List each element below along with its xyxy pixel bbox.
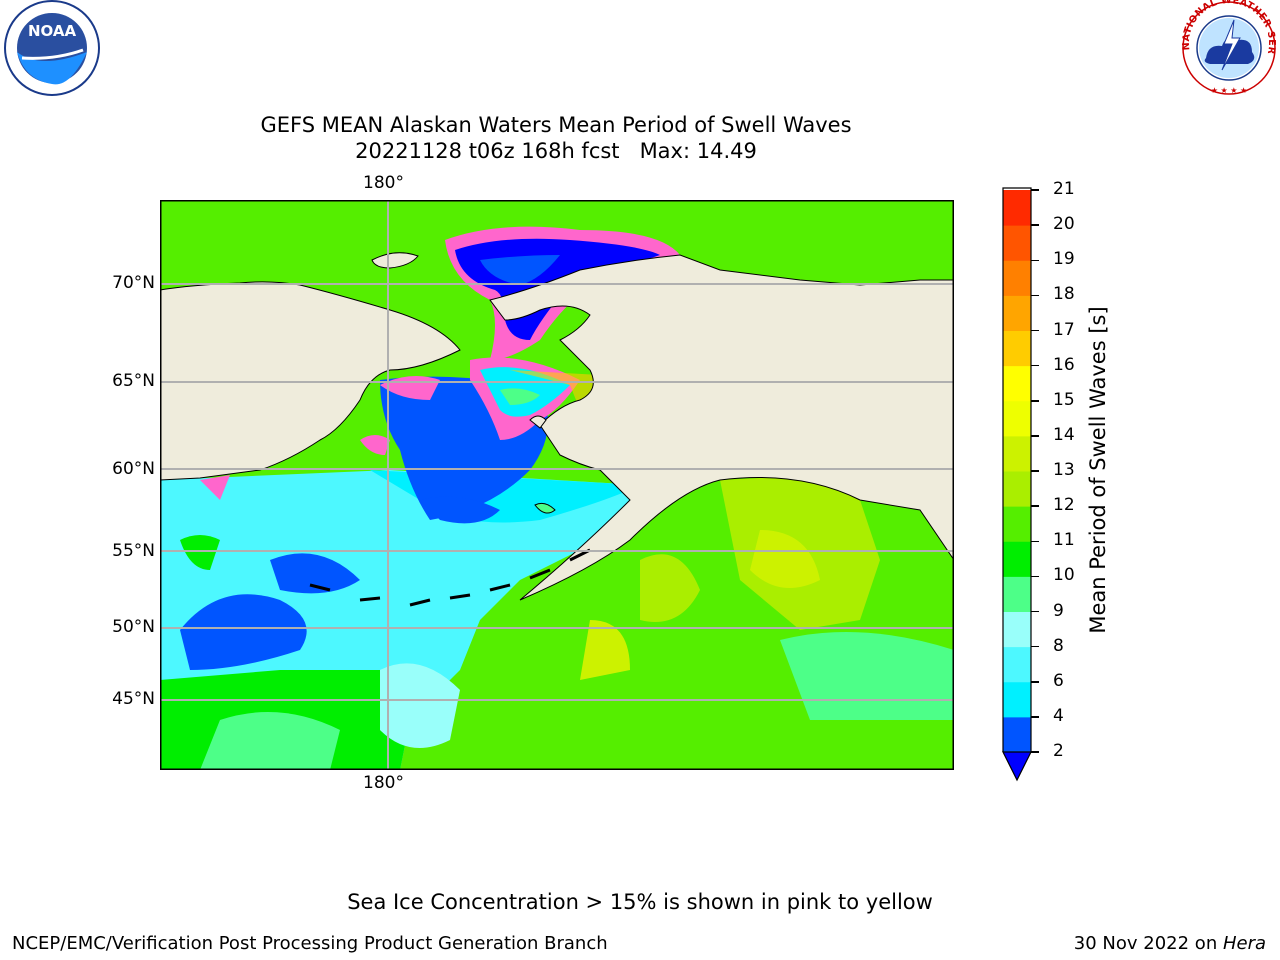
colorbar-tick-label: 21: [1053, 179, 1075, 199]
colorbar: [1002, 187, 1032, 782]
colorbar-tick-mark: [1031, 575, 1039, 578]
colorbar-tick-mark: [1031, 681, 1039, 683]
colorbar-frame: [1002, 187, 1032, 752]
colorbar-cell: [1003, 330, 1031, 367]
colorbar-cell: [1003, 400, 1031, 437]
land-alaska: [489, 254, 954, 601]
ocean-region-blue: [180, 594, 307, 670]
footer-credit: NCEP/EMC/Verification Post Processing Pr…: [12, 933, 608, 954]
colorbar-tick-label: 16: [1053, 354, 1075, 375]
lon-label-bottom: 180°: [363, 773, 404, 793]
colorbar-cell: [1003, 506, 1031, 542]
colorbar-tick-label: 9: [1053, 600, 1064, 621]
footer-date: 30 Nov 2022 on Hera: [1074, 933, 1266, 954]
colorbar-cell: [1003, 225, 1031, 261]
colorbar-cell: [1003, 681, 1031, 718]
colorbar-cell: [1003, 471, 1031, 507]
lat-label-50: 50°N: [112, 617, 155, 637]
map-gridlines: [160, 200, 954, 770]
colorbar-tick-mark: [1031, 505, 1039, 507]
colorbar-tick-mark: [1031, 470, 1039, 472]
colorbar-tick-label: 2: [1053, 741, 1064, 761]
colorbar-cell: [1003, 260, 1031, 296]
colorbar-cell: [1003, 611, 1031, 648]
lat-label-60: 60°N: [112, 459, 155, 479]
swell-period-map: [160, 200, 954, 770]
colorbar-tick-mark: [1031, 259, 1039, 261]
colorbar-tick-mark: [1031, 294, 1039, 297]
colorbar-cell: [1003, 646, 1031, 683]
colorbar-cell: [1003, 190, 1031, 226]
colorbar-cell: [1003, 365, 1031, 402]
colorbar-tick-label: 18: [1053, 284, 1075, 305]
colorbar-cell: [1003, 541, 1031, 577]
land-siberia: [160, 281, 461, 481]
colorbar-tick-label: 13: [1053, 460, 1075, 480]
sea-ice-note: Sea Ice Concentration > 15% is shown in …: [347, 890, 933, 914]
colorbar-tick-mark: [1031, 645, 1039, 648]
footer-date-text: 30 Nov 2022 on: [1073, 933, 1223, 954]
colorbar-tick-mark: [1031, 224, 1039, 226]
colorbar-cell: [1003, 295, 1031, 331]
lat-label-70: 70°N: [112, 273, 155, 293]
colorbar-under-triangle: [1002, 751, 1032, 782]
colorbar-cell: [1003, 435, 1031, 472]
colorbar-tick-label: 14: [1053, 424, 1075, 445]
colorbar-tick-mark: [1031, 751, 1039, 753]
colorbar-tick-mark: [1031, 329, 1039, 332]
svg-text:★ ★ ★ ★: ★ ★ ★ ★: [1211, 86, 1247, 95]
colorbar-tick-mark: [1031, 610, 1039, 613]
colorbar-tick-mark: [1031, 716, 1039, 718]
colorbar-tick-label: 19: [1053, 249, 1075, 270]
lat-label-45: 45°N: [112, 689, 155, 709]
lat-label-65: 65°N: [112, 371, 155, 391]
chart-title: GEFS MEAN Alaskan Waters Mean Period of …: [260, 113, 852, 137]
map-frame: [160, 200, 954, 770]
colorbar-tick-mark: [1031, 189, 1039, 191]
lon-label-top: 180°: [363, 173, 404, 193]
colorbar-cell: [1003, 576, 1031, 612]
footer-host: Hera: [1222, 933, 1266, 954]
colorbar-tick-label: 6: [1053, 670, 1064, 691]
colorbar-tick-label: 10: [1053, 565, 1075, 586]
colorbar-label: Mean Period of Swell Waves [s]: [1086, 306, 1110, 634]
colorbar-tick-label: 17: [1053, 319, 1075, 340]
chart-subtitle: 20221128 t06z 168h fcst Max: 14.49: [355, 139, 757, 163]
colorbar-tick-label: 8: [1053, 635, 1064, 656]
noaa-logo: NOAA: [4, 0, 100, 96]
colorbar-tick-mark: [1031, 400, 1039, 402]
colorbar-tick-mark: [1031, 435, 1039, 437]
colorbar-tick-label: 4: [1053, 705, 1064, 726]
noaa-logo-text: NOAA: [28, 22, 77, 40]
aleutian-islands: [309, 548, 591, 607]
colorbar-cell: [1003, 716, 1031, 753]
colorbar-tick-mark: [1031, 364, 1039, 367]
lat-label-55: 55°N: [112, 541, 155, 561]
colorbar-tick-label: 15: [1053, 389, 1075, 410]
nws-logo: NATIONAL WEATHER SERVICE ★ ★ ★ ★: [1178, 0, 1277, 95]
colorbar-tick-mark: [1031, 540, 1039, 542]
colorbar-tick-label: 20: [1053, 214, 1075, 235]
colorbar-tick-label: 12: [1053, 495, 1075, 516]
colorbar-tick-label: 11: [1053, 530, 1075, 551]
